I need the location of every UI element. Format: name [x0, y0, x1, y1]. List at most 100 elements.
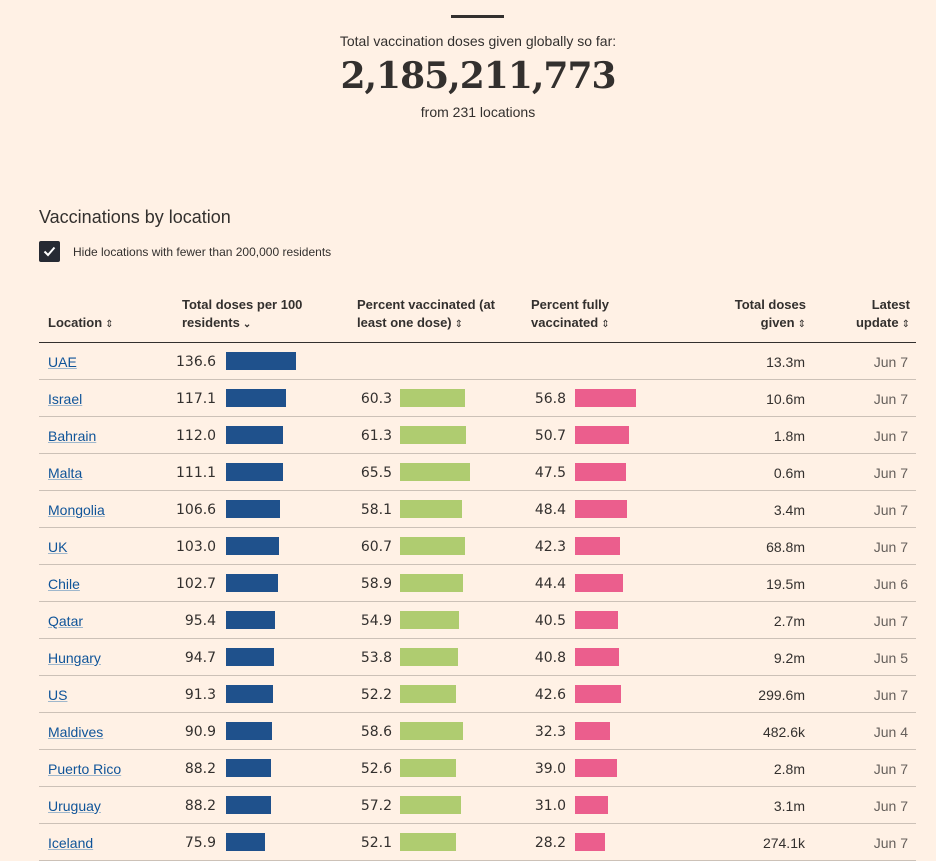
hide-small-locations-checkbox[interactable] [39, 241, 60, 262]
location-link[interactable]: UK [48, 539, 68, 555]
vaccinated-bar [400, 426, 466, 444]
total-doses-value: 1.8m [773, 428, 805, 444]
total-doses-value: 3.4m [773, 502, 805, 518]
location-link[interactable]: Hungary [48, 650, 101, 666]
header-doses-per-100[interactable]: Total doses per 100 residents ⌄ [182, 296, 322, 334]
full-bar [575, 722, 610, 740]
total-doses-value: 2.8m [773, 761, 805, 777]
vaccinated-bar [400, 833, 456, 851]
full-bar [575, 574, 623, 592]
location-link[interactable]: Chile [48, 576, 80, 592]
section-title: Vaccinations by location [39, 207, 231, 227]
full-bar [575, 833, 606, 851]
doses-bar [226, 611, 275, 629]
latest-update-value: Jun 7 [873, 761, 908, 777]
location-link[interactable]: Maldives [48, 724, 104, 740]
table-header: Location ⇕ Total doses per 100 residents ⌄… [39, 296, 916, 343]
latest-update-value: Jun 7 [873, 687, 908, 703]
latest-update-value: Jun 7 [873, 798, 908, 814]
percent-vaccinated-value: 54.9 [360, 613, 392, 629]
latest-update-value: Jun 4 [873, 724, 908, 740]
latest-update-value: Jun 5 [873, 650, 908, 666]
latest-update-value: Jun 7 [873, 465, 908, 481]
vaccinated-bar [400, 611, 459, 629]
percent-vaccinated-value: 52.2 [360, 687, 392, 703]
latest-update-value: Jun 7 [873, 835, 908, 851]
latest-update-value: Jun 7 [873, 354, 908, 370]
header-doses-label: Total doses per 100 residents [182, 297, 303, 330]
percent-full-value: 28.2 [534, 835, 566, 851]
doses-bar [226, 574, 279, 592]
table-row: Israel 117.1 60.3 56.8 10.6m Jun 7 [39, 380, 916, 417]
locations-count-label: from 231 locations [420, 104, 536, 120]
vaccinations-table: Location ⇕ Total doses per 100 residents ⌄… [39, 296, 916, 861]
total-doses-value: 299.6m [758, 687, 805, 703]
doses-per-100-value: 106.6 [176, 502, 217, 518]
total-doses-value: 10.6m [766, 391, 805, 407]
doses-per-100-value: 88.2 [184, 761, 216, 777]
location-link[interactable]: US [48, 687, 68, 703]
doses-per-100-value: 112.0 [176, 428, 217, 444]
full-bar [575, 759, 617, 777]
doses-bar [226, 500, 281, 518]
location-link[interactable]: Puerto Rico [48, 761, 122, 777]
percent-vaccinated-value: 58.9 [360, 576, 392, 592]
doses-bar [226, 537, 279, 555]
sort-arrows-icon: ⇕ [901, 319, 910, 330]
location-link[interactable]: Iceland [48, 835, 94, 851]
percent-full-value: 39.0 [534, 761, 566, 777]
header-location[interactable]: Location ⇕ [48, 314, 114, 334]
doses-per-100-value: 90.9 [184, 724, 216, 740]
table-row: Uruguay 88.2 57.2 31.0 3.1m Jun 7 [39, 787, 916, 824]
latest-update-value: Jun 7 [873, 428, 908, 444]
location-link[interactable]: Mongolia [48, 502, 105, 518]
location-link[interactable]: Malta [48, 465, 83, 481]
header-percent-vaccinated[interactable]: Percent vaccinated (at least one dose) ⇕ [357, 296, 507, 334]
full-bar [575, 389, 636, 407]
doses-bar [226, 389, 286, 407]
full-bar [575, 426, 630, 444]
doses-per-100-value: 103.0 [176, 539, 217, 555]
total-doses-value: 274.1k [762, 835, 805, 851]
latest-update-value: Jun 7 [873, 502, 908, 518]
location-link[interactable]: Qatar [48, 613, 84, 629]
location-link[interactable]: Uruguay [48, 798, 101, 814]
doses-per-100-value: 95.4 [184, 613, 216, 629]
percent-full-value: 40.5 [534, 613, 566, 629]
table-row: Iceland 75.9 52.1 28.2 274.1k Jun 7 [39, 824, 916, 861]
full-bar [575, 796, 609, 814]
vaccinated-bar [400, 685, 456, 703]
doses-per-100-value: 111.1 [176, 465, 217, 481]
percent-full-value: 48.4 [534, 502, 566, 518]
table-row: Hungary 94.7 53.8 40.8 9.2m Jun 5 [39, 639, 916, 676]
header-latest-update[interactable]: Latest update ⇕ [830, 296, 910, 334]
total-doses-value: 9.2m [773, 650, 805, 666]
table-row: Mongolia 106.6 58.1 48.4 3.4m Jun 7 [39, 491, 916, 528]
vaccinated-bar [400, 648, 458, 666]
global-total-number: 2,185,211,773 [340, 55, 616, 97]
percent-vaccinated-value: 52.1 [360, 835, 392, 851]
full-bar [575, 537, 621, 555]
location-link[interactable]: UAE [48, 354, 77, 370]
percent-vaccinated-value: 61.3 [360, 428, 392, 444]
percent-full-value: 56.8 [534, 391, 566, 407]
header-full-label: Percent fully vaccinated [531, 297, 610, 330]
percent-full-value: 31.0 [534, 798, 566, 814]
doses-per-100-value: 91.3 [184, 687, 216, 703]
total-doses-value: 19.5m [766, 576, 805, 592]
vaccinated-bar [400, 796, 462, 814]
header-percent-fully-vaccinated[interactable]: Percent fully vaccinated ⇕ [531, 296, 641, 334]
percent-vaccinated-value: 58.1 [360, 502, 392, 518]
percent-full-value: 44.4 [534, 576, 566, 592]
doses-per-100-value: 94.7 [184, 650, 216, 666]
total-doses-value: 13.3m [766, 354, 805, 370]
total-doses-value: 2.7m [773, 613, 805, 629]
table-row: US 91.3 52.2 42.6 299.6m Jun 7 [39, 676, 916, 713]
header-total-doses[interactable]: Total doses given ⇕ [696, 296, 806, 334]
total-doses-value: 68.8m [766, 539, 805, 555]
location-link[interactable]: Israel [48, 391, 83, 407]
table-row: Maldives 90.9 58.6 32.3 482.6k Jun 4 [39, 713, 916, 750]
location-link[interactable]: Bahrain [48, 428, 97, 444]
vaccinated-bar [400, 722, 463, 740]
doses-bar [226, 352, 296, 370]
